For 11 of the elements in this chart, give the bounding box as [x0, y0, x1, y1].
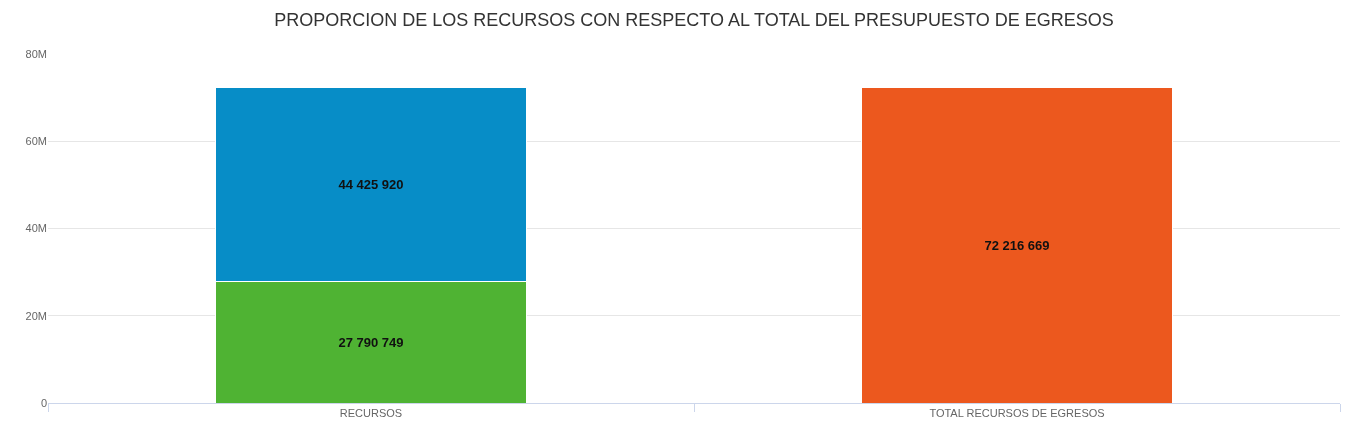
- x-tick-label: TOTAL RECURSOS DE EGRESOS: [929, 407, 1105, 420]
- y-tick-label: 80M: [25, 47, 47, 60]
- y-tick-label: 0: [40, 396, 47, 409]
- y-tick-label: 20M: [25, 309, 47, 322]
- data-label: 27 790 749: [338, 334, 404, 350]
- data-label: 72 216 669: [984, 237, 1050, 253]
- y-tick-label: 40M: [25, 222, 47, 235]
- chart-title: PROPORCION DE LOS RECURSOS CON RESPECTO AL TOTAL DEL PRESUPUESTO DE EGRESOS: [274, 10, 1114, 31]
- x-tick-label: RECURSOS: [339, 407, 403, 420]
- y-tick-label: 60M: [25, 135, 47, 148]
- data-label: 44 425 920: [338, 177, 404, 193]
